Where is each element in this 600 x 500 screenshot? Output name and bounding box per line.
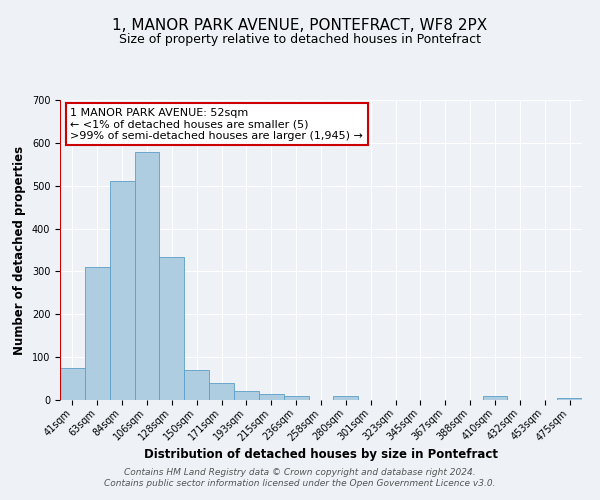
- Text: 1 MANOR PARK AVENUE: 52sqm
← <1% of detached houses are smaller (5)
>99% of semi: 1 MANOR PARK AVENUE: 52sqm ← <1% of deta…: [70, 108, 364, 140]
- Bar: [557, 398, 582, 400]
- Y-axis label: Number of detached properties: Number of detached properties: [13, 146, 26, 354]
- X-axis label: Distribution of detached houses by size in Pontefract: Distribution of detached houses by size …: [144, 448, 498, 461]
- Bar: [160, 258, 184, 400]
- Bar: [334, 396, 358, 400]
- Bar: [482, 396, 508, 400]
- Bar: [284, 396, 308, 400]
- Bar: [184, 370, 209, 400]
- Bar: [110, 181, 134, 400]
- Bar: [259, 394, 284, 400]
- Bar: [234, 392, 259, 400]
- Bar: [60, 368, 85, 400]
- Text: 1, MANOR PARK AVENUE, PONTEFRACT, WF8 2PX: 1, MANOR PARK AVENUE, PONTEFRACT, WF8 2P…: [112, 18, 488, 32]
- Text: Contains HM Land Registry data © Crown copyright and database right 2024.
Contai: Contains HM Land Registry data © Crown c…: [104, 468, 496, 487]
- Bar: [209, 383, 234, 400]
- Bar: [134, 152, 160, 400]
- Text: Size of property relative to detached houses in Pontefract: Size of property relative to detached ho…: [119, 32, 481, 46]
- Bar: [85, 266, 110, 400]
